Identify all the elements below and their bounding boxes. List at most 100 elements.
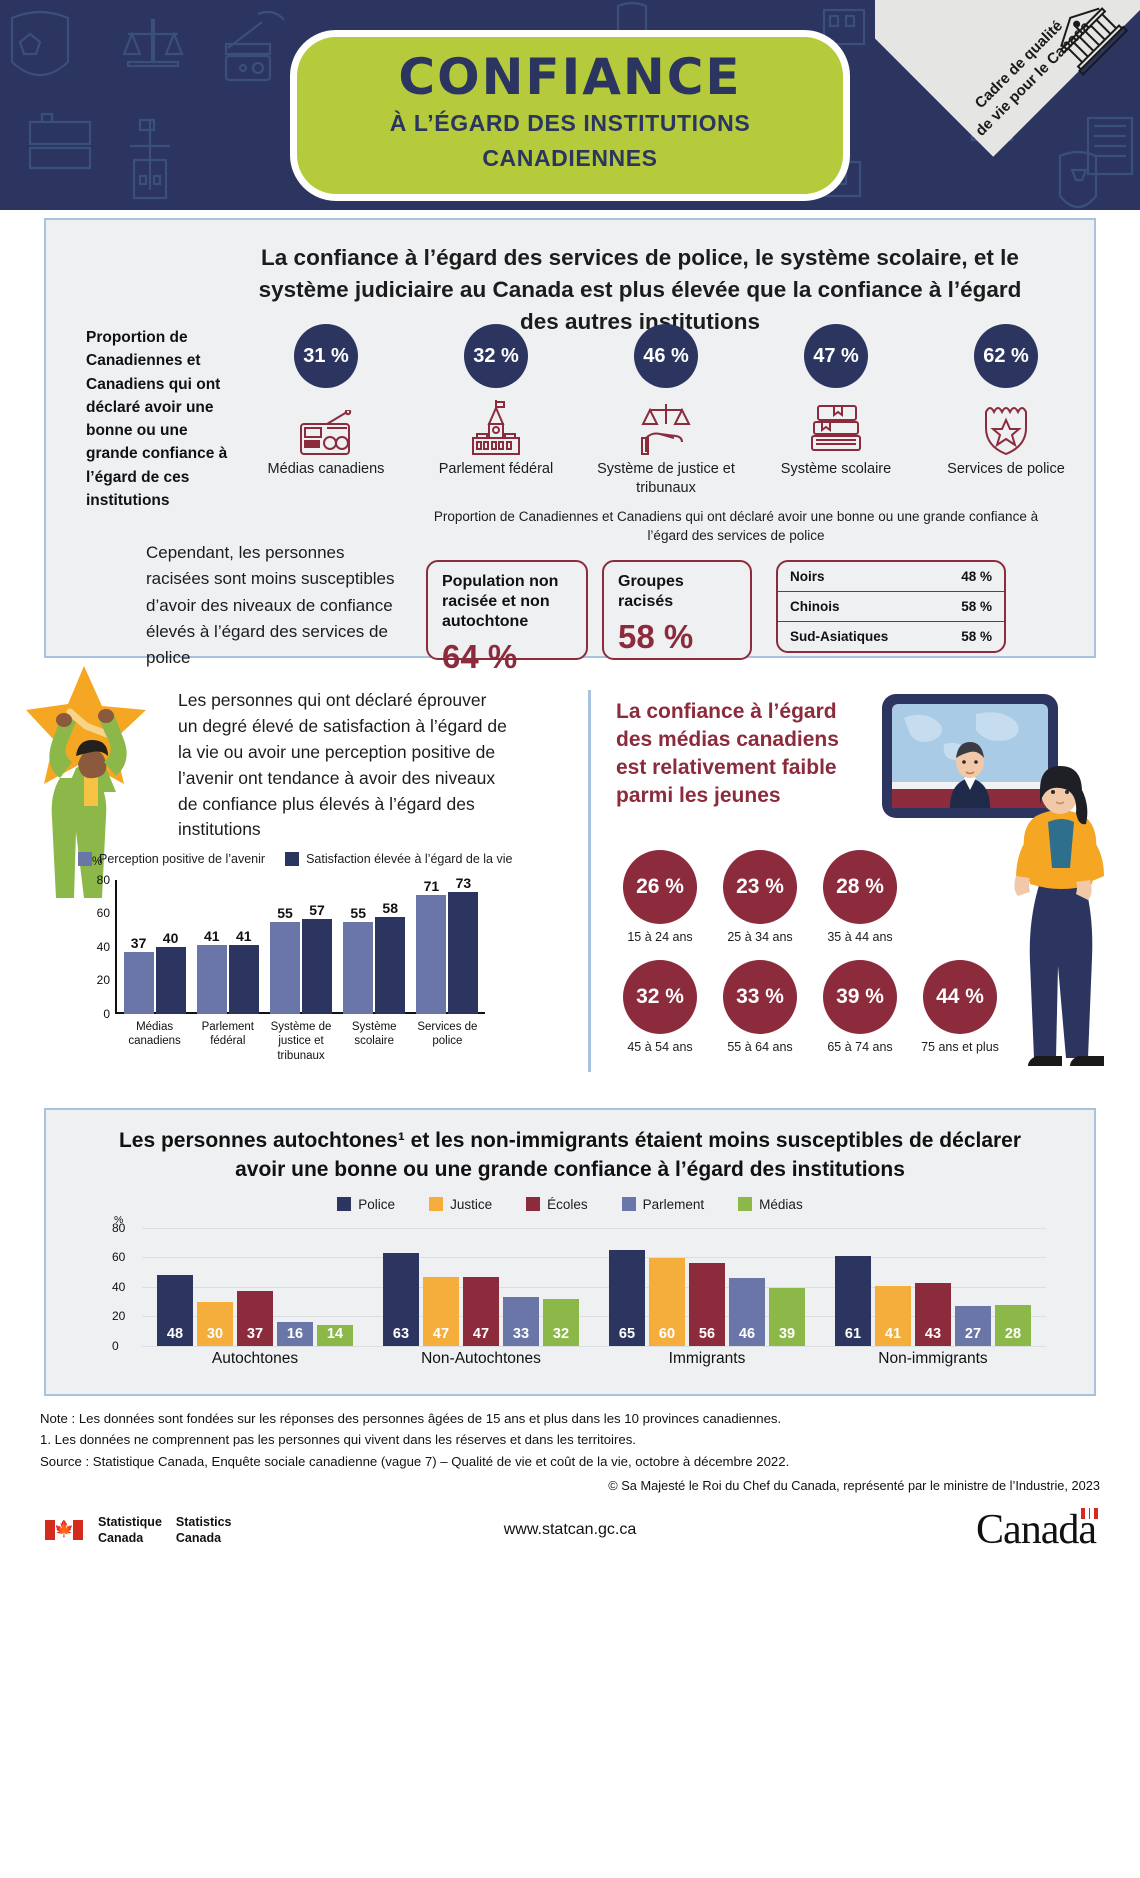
institution-value: 32 % bbox=[464, 324, 528, 388]
legend-item: Satisfaction élevée à l’égard de la vie bbox=[285, 852, 512, 866]
y-tick: 20 bbox=[96, 973, 110, 987]
bar-justice: 30 bbox=[197, 1301, 233, 1346]
bar-value: 41 bbox=[884, 1325, 902, 1342]
institution-list: 31 % Médias canadiens 32 % bbox=[251, 324, 1081, 498]
table-row: Chinois 58 % bbox=[778, 592, 1004, 622]
bar-justice: 41 bbox=[875, 1285, 911, 1346]
bar-group: 55 58 bbox=[338, 900, 411, 1014]
non-racialized-box: Population non racisée et non autochtone… bbox=[426, 560, 588, 675]
bar-group: 65 60 56 46 39 bbox=[594, 1249, 820, 1346]
statcan-wordmark: 🍁 Statistique Canada Statistics Canada bbox=[44, 1514, 232, 1547]
bar-police: 63 bbox=[383, 1252, 419, 1346]
age-label: 55 à 64 ans bbox=[727, 1039, 793, 1054]
chart1-axis-line-y bbox=[115, 880, 117, 1014]
bar-medias: 28 bbox=[995, 1304, 1031, 1346]
category-label: Services de police bbox=[417, 1021, 478, 1048]
bar-value: 63 bbox=[392, 1325, 410, 1342]
chart2-category-labels: Autochtones Non-Autochtones Immigrants N… bbox=[142, 1350, 1046, 1368]
bar-ecoles: 37 bbox=[237, 1290, 273, 1346]
legend-swatch bbox=[621, 1197, 636, 1212]
institution-label: Médias canadiens bbox=[267, 461, 385, 477]
identity-panel: Les personnes autochtones¹ et les non-im… bbox=[44, 1108, 1096, 1396]
legend-item: Écoles bbox=[526, 1197, 588, 1212]
bar-value: 56 bbox=[698, 1325, 716, 1342]
legend-item: Parlement bbox=[621, 1196, 705, 1212]
bar-value: 43 bbox=[924, 1325, 942, 1342]
legend-swatch bbox=[738, 1197, 753, 1212]
bar-value: 48 bbox=[166, 1325, 184, 1342]
bar-value: 40 bbox=[162, 930, 179, 946]
bar-group: 37 40 bbox=[118, 930, 191, 1014]
bar-value: 33 bbox=[512, 1325, 530, 1342]
bar-value: 32 bbox=[552, 1325, 570, 1342]
y-tick: 60 bbox=[96, 906, 110, 920]
group-value: 58 % bbox=[961, 629, 992, 644]
institution-label: Services de police bbox=[947, 461, 1065, 477]
age-value: 33 % bbox=[723, 959, 797, 1034]
bar-value: 28 bbox=[1004, 1325, 1022, 1342]
age-label: 25 à 34 ans bbox=[727, 930, 793, 944]
age-confidence-grid: 26 % 15 à 24 ans 23 % 25 à 34 ans 28 % 3… bbox=[610, 850, 1010, 1055]
chart1-legend: Perception positive de l’avenir Satisfac… bbox=[78, 852, 512, 866]
chart2-plot: 48 30 37 16 14 63 47 47 33 32 65 60 56 bbox=[142, 1227, 1046, 1347]
chart1-category-labels: Médias canadiens Parlement fédéral Systè… bbox=[118, 1020, 484, 1063]
page-subtitle-line-1: À L’ÉGARD DES INSTITUTIONS bbox=[389, 109, 751, 136]
age-cell: 39 % 65 à 74 ans bbox=[810, 959, 910, 1056]
institution-value: 46 % bbox=[634, 324, 698, 388]
bar-group: 48 30 37 16 14 bbox=[142, 1274, 368, 1346]
age-value: 44 % bbox=[923, 959, 997, 1034]
bar-satisfaction: 57 bbox=[302, 902, 332, 1014]
bar-group: 41 41 bbox=[191, 928, 264, 1014]
canada-wordmark: Canada bbox=[976, 1506, 1098, 1554]
chart1-axis-line-x bbox=[115, 1012, 485, 1014]
legend-label: Police bbox=[358, 1196, 396, 1212]
parliament-icon bbox=[421, 398, 571, 456]
age-row: 26 % 15 à 24 ans 23 % 25 à 34 ans 28 % 3… bbox=[610, 850, 1010, 946]
institution-label: Parlement fédéral bbox=[438, 461, 554, 477]
age-label: 65 à 74 ans bbox=[827, 1039, 893, 1054]
satisfaction-bar-chart: % 80 60 40 20 0 37 40 41 41 55 5 bbox=[74, 856, 504, 1063]
copyright-text: © Sa Majesté le Roi du Chef du Canada, r… bbox=[608, 1478, 1100, 1494]
institution-item: 62 % Services de police bbox=[931, 324, 1081, 498]
y-tick: 60 bbox=[112, 1249, 126, 1264]
bar-value: 47 bbox=[432, 1325, 450, 1342]
bar-value: 41 bbox=[236, 928, 252, 944]
legend-label: Médias bbox=[759, 1196, 803, 1212]
institution-item: 46 % Système de justice et tribunaux bbox=[591, 324, 741, 498]
age-label: 35 à 44 ans bbox=[827, 930, 893, 944]
bar-value: 27 bbox=[964, 1325, 982, 1342]
panel1-headline: La confiance à l’égard des services de p… bbox=[258, 245, 1022, 334]
bar-medias: 32 bbox=[543, 1298, 579, 1346]
bar-ecoles: 56 bbox=[689, 1262, 725, 1346]
age-value: 28 % bbox=[823, 850, 897, 924]
legend-item: Justice bbox=[429, 1197, 492, 1212]
group-value: 48 % bbox=[961, 569, 992, 584]
table-row: Noirs 48 % bbox=[778, 562, 1004, 592]
legend-label: Parlement bbox=[642, 1196, 705, 1212]
page-footer: 🍁 Statistique Canada Statistics Canada w… bbox=[0, 1490, 1140, 1570]
bar-medias: 39 bbox=[769, 1287, 805, 1346]
age-cell: 44 % 75 ans et plus bbox=[910, 959, 1010, 1056]
bar-parlement: 33 bbox=[503, 1296, 539, 1346]
chart1-plot: 37 40 41 41 55 57 55 58 71 73 bbox=[118, 875, 484, 1014]
age-cell: 28 % 35 à 44 ans bbox=[810, 850, 910, 946]
institution-item: 47 % Système scolaire bbox=[761, 324, 911, 498]
bar-police: 48 bbox=[157, 1274, 193, 1346]
institutions-panel: La confiance à l’égard des services de p… bbox=[44, 218, 1096, 675]
statcan-url-link[interactable]: www.statcan.gc.ca bbox=[503, 1521, 637, 1538]
category-label: Système scolaire bbox=[351, 1021, 397, 1048]
bar-parlement: 16 bbox=[277, 1321, 313, 1346]
category-label: Immigrants bbox=[668, 1349, 746, 1367]
table-row: Sud-Asiatiques 58 % bbox=[778, 622, 1004, 651]
person-holding-star-icon bbox=[26, 666, 146, 898]
bar-satisfaction: 73 bbox=[448, 875, 479, 1014]
category-label: Non-Autochtones bbox=[421, 1349, 541, 1367]
bar-value: 47 bbox=[472, 1325, 490, 1342]
y-tick: 0 bbox=[103, 1007, 110, 1021]
page-header: Cadre de qualité de vie pour le Canada C… bbox=[0, 0, 1140, 210]
legend-swatch bbox=[285, 852, 300, 866]
bar-value: 30 bbox=[206, 1325, 224, 1342]
note-text: Note : Les données sont fondées sur les … bbox=[40, 1411, 782, 1426]
racialized-box: Groupes racisés 58 % bbox=[602, 560, 752, 660]
age-value: 26 % bbox=[623, 850, 697, 924]
